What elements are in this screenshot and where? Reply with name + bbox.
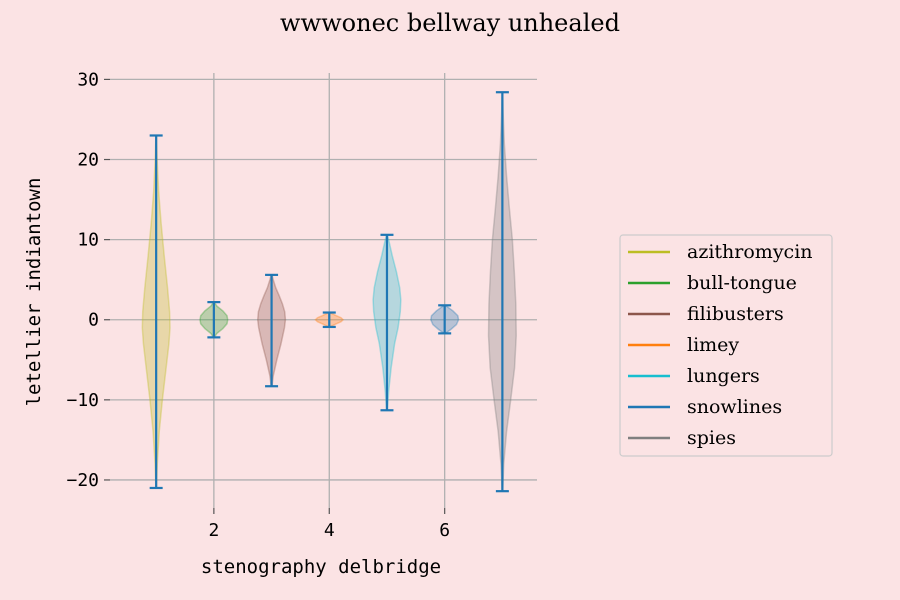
legend-label-azithromycin: azithromycin <box>687 241 813 263</box>
y-tick-label: −20 <box>66 470 99 491</box>
x-axis-label: stenography delbridge <box>201 556 441 578</box>
grid-lines <box>110 73 537 508</box>
legend-frame <box>619 234 833 457</box>
legend-label-snowlines: snowlines <box>687 396 782 418</box>
y-tick-label: 20 <box>77 150 99 171</box>
y-axis-label: letellier indiantown <box>23 178 45 407</box>
x-tick-label: 4 <box>324 520 335 541</box>
legend-label-limey: limey <box>687 334 739 356</box>
chart-title: wwwonec bellway unhealed <box>280 9 620 37</box>
y-tick-label: 30 <box>77 69 99 90</box>
y-tick-label: 10 <box>77 230 99 251</box>
extrema-lines <box>149 91 509 493</box>
legend-label-spies: spies <box>687 427 736 449</box>
legend-label-lungers: lungers <box>687 365 760 387</box>
x-axis: 2 4 6 <box>208 508 450 541</box>
x-tick-label: 2 <box>208 520 219 541</box>
legend-label-bull-tongue: bull-tongue <box>687 272 797 294</box>
y-axis: −20 −10 0 10 20 30 <box>66 69 110 491</box>
x-tick-label: 6 <box>439 520 450 541</box>
y-tick-label: 0 <box>88 310 99 331</box>
y-tick-label: −10 <box>66 390 99 411</box>
legend-label-filibusters: filibusters <box>687 303 784 325</box>
legend: azithromycin bull-tongue filibusters limey l… <box>619 234 833 457</box>
